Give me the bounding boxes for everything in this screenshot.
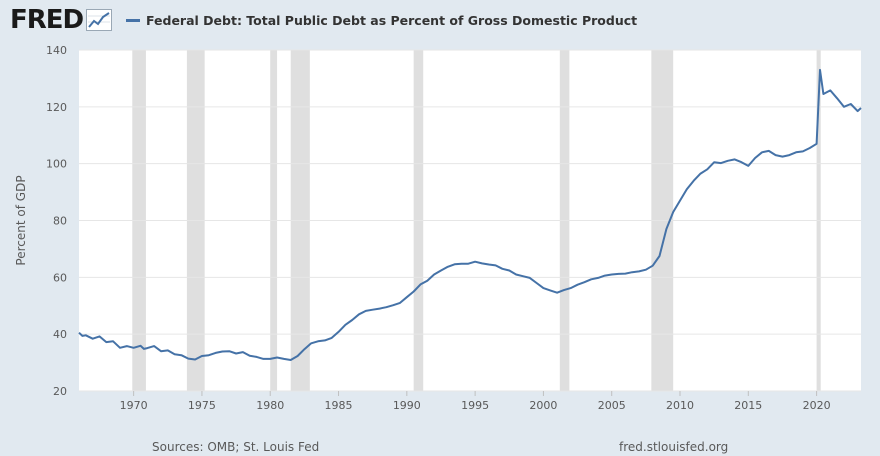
x-tick-label: 1985 [325, 399, 353, 412]
y-tick-label: 60 [53, 271, 67, 284]
y-tick-label: 120 [46, 101, 67, 114]
x-tick-label: 1980 [256, 399, 284, 412]
legend: Federal Debt: Total Public Debt as Perce… [126, 13, 637, 28]
x-tick-label: 2000 [529, 399, 557, 412]
y-tick-label: 20 [53, 385, 67, 398]
x-tick-label: 1995 [461, 399, 489, 412]
fred-logo[interactable]: FRED [10, 5, 113, 35]
header: FRED Federal Debt: Total Public Debt as … [0, 0, 880, 44]
y-tick-label: 80 [53, 215, 67, 228]
y-axis-label: Percent of GDP [14, 175, 28, 265]
legend-swatch [126, 19, 140, 22]
trend-line-icon [86, 9, 113, 31]
x-tick-label: 1975 [188, 399, 216, 412]
x-tick-label: 1990 [393, 399, 421, 412]
x-tick-label: 2015 [734, 399, 762, 412]
legend-label: Federal Debt: Total Public Debt as Perce… [146, 13, 638, 28]
footer-sources: Sources: OMB; St. Louis Fed [152, 440, 320, 454]
x-tick-label: 2020 [803, 399, 831, 412]
footer-site[interactable]: fred.stlouisfed.org [619, 440, 729, 454]
y-tick-label: 100 [46, 158, 67, 171]
chart-area: 20 40 60 80 100 120 140 1970 1975 1980 1985 1990 199… [14, 44, 862, 412]
x-tick-label: 2010 [666, 399, 694, 412]
y-tick-label: 40 [53, 328, 67, 341]
x-tick-label: 1970 [120, 399, 148, 412]
line-chart: 20 40 60 80 100 120 140 1970 1975 1980 1985 1990 199… [14, 44, 862, 412]
logo-text: FRED [10, 5, 84, 35]
x-tick-label: 2005 [598, 399, 626, 412]
y-tick-label: 140 [46, 44, 67, 57]
series-line [78, 68, 862, 361]
